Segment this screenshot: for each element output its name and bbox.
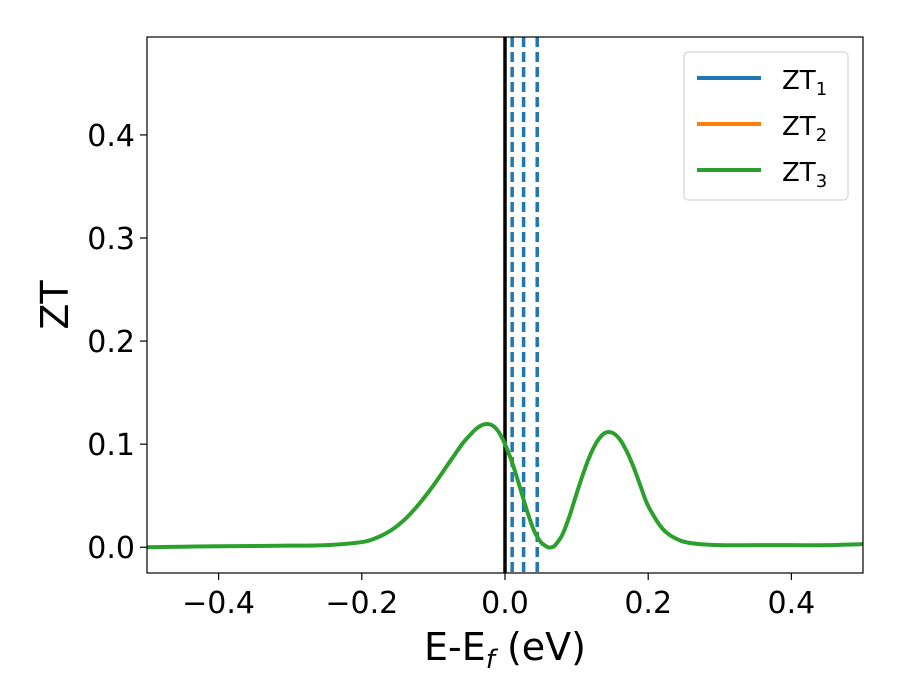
y-axis-title: ZT [33, 280, 77, 330]
legend-label-3: ZT [782, 158, 816, 188]
legend-entry-1: ZT1 [697, 66, 827, 100]
x-axis-title-main: E-E [424, 625, 486, 669]
svg-text:ZT3: ZT3 [782, 158, 827, 192]
svg-text:ZT2: ZT2 [782, 112, 827, 146]
series-line-1 [146, 421, 864, 550]
legend-entry-3: ZT3 [697, 158, 827, 192]
legend-label-1-sub: 1 [816, 79, 827, 100]
x-tick-label: −0.2 [325, 586, 398, 621]
legend-label-2-sub: 2 [816, 125, 827, 146]
legend: ZT1 ZT2 ZT3 [683, 51, 849, 201]
x-tick-label: 0.2 [624, 586, 672, 621]
legend-entry-2: ZT2 [697, 112, 827, 146]
x-tick-label: 0.0 [481, 586, 529, 621]
y-tick-label: 0.0 [87, 531, 135, 566]
y-tick-label: 0.2 [87, 325, 135, 360]
y-axis: 0.0 0.1 0.2 0.3 0.4 [87, 119, 147, 566]
legend-label-2: ZT [782, 112, 816, 142]
x-axis: −0.4 −0.2 0.0 0.2 0.4 [182, 573, 815, 621]
y-tick-label: 0.4 [87, 119, 135, 154]
x-axis-title-tail: (eV) [495, 625, 586, 669]
legend-label-1: ZT [782, 66, 816, 96]
x-tick-label: −0.4 [182, 586, 255, 621]
svg-text:ZT1: ZT1 [782, 66, 827, 100]
x-axis-title: E-Ef (eV) [424, 625, 586, 675]
legend-label-3-sub: 3 [816, 171, 827, 192]
y-tick-label: 0.1 [87, 428, 135, 463]
x-tick-label: 0.4 [768, 586, 816, 621]
legend-box [683, 51, 849, 201]
y-tick-label: 0.3 [87, 222, 135, 257]
